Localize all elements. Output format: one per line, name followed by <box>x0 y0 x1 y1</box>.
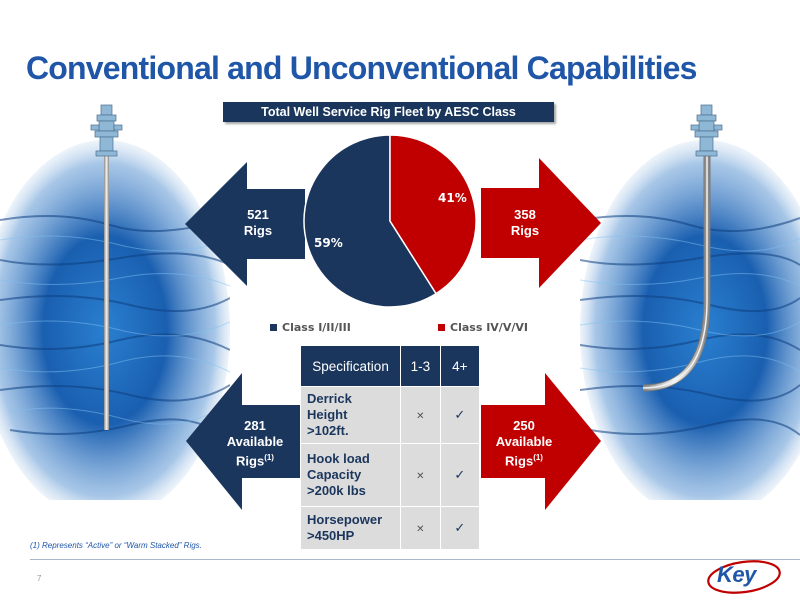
footer-divider <box>30 559 800 560</box>
spec-horsepower: Horsepower >450HP <box>301 507 401 549</box>
left-arrow-bottom <box>186 373 306 510</box>
arrow-label-left-top: 521 Rigs <box>243 207 273 238</box>
cross-icon: ✕ <box>401 387 440 443</box>
pie-slice-class-iv-v-vi <box>389 134 477 295</box>
footnote: (1) Represents “Active” or “Warm Stacked… <box>30 541 202 550</box>
table-header-specification: Specification <box>301 346 401 386</box>
horizontal-well-icon <box>580 104 800 500</box>
table-header-row: Specification 1-3 4+ <box>301 346 479 386</box>
pie-chart <box>303 134 477 308</box>
key-logo-icon <box>707 560 781 594</box>
page-number: 7 <box>37 574 42 583</box>
arrow-label-left-bottom: 281 Available Rigs(1) <box>226 418 284 469</box>
table-row: Hook load Capacity >200k lbs ✕ ✓ <box>301 444 479 506</box>
check-icon: ✓ <box>440 507 479 549</box>
pie-label-class-iv-v-vi: 41% <box>438 191 467 205</box>
right-arrow-top <box>481 158 601 288</box>
legend-swatch <box>438 324 445 331</box>
spec-derrick-height: Derrick Height >102ft. <box>301 387 401 443</box>
cross-icon: ✕ <box>401 444 440 506</box>
key-logo-text: Key <box>717 562 756 587</box>
left-arrow-top <box>185 162 305 286</box>
chart-title: Total Well Service Rig Fleet by AESC Cla… <box>223 102 554 122</box>
vertical-well-icon <box>0 104 230 500</box>
pie-label-class-i-ii-iii: 59% <box>314 236 343 250</box>
pie-slice-class-i-ii-iii <box>303 134 438 308</box>
arrow-label-right-top: 358 Rigs <box>510 207 540 238</box>
legend-swatch <box>270 324 277 331</box>
right-arrow-bottom <box>481 373 601 510</box>
check-icon: ✓ <box>440 444 479 506</box>
cross-icon: ✕ <box>401 507 440 549</box>
page-title: Conventional and Unconventional Capabili… <box>26 50 697 86</box>
table-row: Derrick Height >102ft. ✕ ✓ <box>301 387 479 443</box>
table-header-1-3: 1-3 <box>401 346 440 386</box>
table-row: Horsepower >450HP ✕ ✓ <box>301 507 479 549</box>
arrow-label-right-bottom: 250 Available Rigs(1) <box>495 418 553 469</box>
legend-label: Class I/II/III <box>282 321 351 334</box>
legend-label: Class IV/V/VI <box>450 321 528 334</box>
spec-hook-load-capacity: Hook load Capacity >200k lbs <box>301 444 401 506</box>
legend-item-class-i-ii-iii: Class I/II/III <box>270 321 351 334</box>
table-header-4-plus: 4+ <box>440 346 479 386</box>
check-icon: ✓ <box>440 387 479 443</box>
legend-item-class-iv-v-vi: Class IV/V/VI <box>438 321 528 334</box>
specification-table: Specification 1-3 4+ Derrick Height >102… <box>300 345 480 550</box>
